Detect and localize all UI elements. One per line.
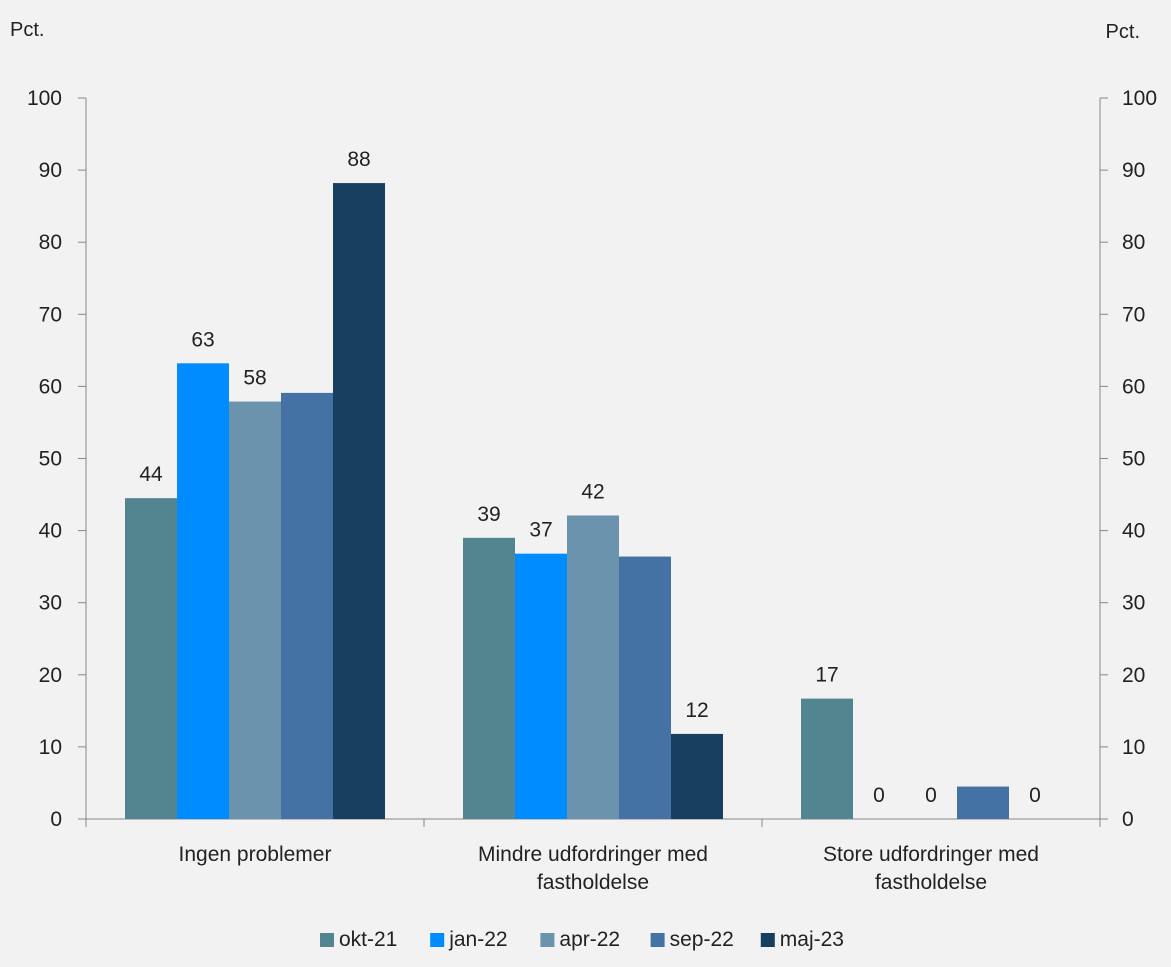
bars-layer: [125, 183, 1009, 819]
x-category-label: fastholdelse: [875, 871, 987, 894]
y-tick-label-left: 80: [39, 231, 62, 254]
data-label: 0: [873, 784, 885, 807]
x-category-label: fastholdelse: [537, 871, 649, 894]
legend-label: apr-22: [559, 928, 620, 951]
y-tick-label-right: 0: [1122, 808, 1134, 831]
bar: [671, 733, 723, 819]
x-category-label: Ingen problemer: [179, 843, 332, 866]
y-tick-label-left: 40: [39, 520, 62, 543]
y-tick-label-left: 60: [39, 375, 62, 398]
y-tick-label-right: 40: [1122, 520, 1145, 543]
y-tick-label-right: 60: [1122, 375, 1145, 398]
bar: [957, 786, 1009, 819]
y-tick-label-right: 90: [1122, 159, 1145, 182]
data-label: 58: [243, 367, 266, 390]
y-tick-label-left: 30: [39, 592, 62, 615]
data-label: 42: [581, 480, 604, 503]
y-tick-label-left: 10: [39, 736, 62, 759]
data-label: 0: [1029, 784, 1041, 807]
y-tick-label-right: 30: [1122, 592, 1145, 615]
y-axis-label-right: Pct.: [1106, 21, 1140, 43]
bar: [463, 537, 515, 819]
legend-swatch: [760, 933, 775, 947]
y-tick-label-right: 20: [1122, 664, 1145, 687]
y-tick-label-left: 70: [39, 303, 62, 326]
legend-swatch: [430, 933, 445, 947]
data-label: 88: [347, 148, 370, 171]
x-category-label: Mindre udfordringer med: [478, 843, 708, 866]
bar: [177, 363, 229, 819]
y-tick-label-left: 90: [39, 159, 62, 182]
legend-swatch: [320, 933, 334, 947]
y-tick-label-left: 20: [39, 664, 62, 687]
x-category-label: Store udfordringer med: [823, 843, 1039, 866]
data-label: 39: [477, 503, 500, 526]
bar: [619, 556, 671, 819]
bar: [281, 392, 333, 819]
y-tick-label-left: 100: [27, 87, 62, 110]
y-tick-label-right: 100: [1122, 87, 1157, 110]
y-tick-label-left: 0: [50, 808, 62, 831]
y-axis-label-left: Pct.: [10, 19, 44, 41]
axes-layer: Pct. Pct. 0 0 10 10 20 20 30 30 40 40 50 50 60 60 70 70 80…: [10, 19, 1157, 894]
data-label: 37: [529, 519, 552, 542]
bar: [333, 183, 385, 819]
data-label: 44: [139, 463, 163, 486]
legend-swatch: [650, 933, 665, 947]
y-tick-label-right: 70: [1122, 303, 1145, 326]
bar: [229, 401, 281, 819]
legend-label: sep-22: [670, 928, 734, 951]
bar: [515, 553, 567, 819]
bar: [567, 515, 619, 819]
data-label: 63: [191, 328, 214, 351]
data-label: 17: [815, 664, 838, 687]
data-label: 12: [685, 699, 708, 722]
bar: [801, 698, 853, 819]
legend-label: maj-23: [780, 928, 844, 951]
y-tick-label-right: 50: [1122, 448, 1145, 471]
legend: okt-21 jan-22 apr-22 sep-22 maj-23: [320, 928, 844, 951]
data-label: 0: [925, 784, 937, 807]
bar: [125, 498, 177, 819]
legend-label: jan-22: [448, 928, 507, 951]
y-tick-label-right: 80: [1122, 231, 1145, 254]
y-tick-label-right: 10: [1122, 736, 1145, 759]
data-labels-layer: 44 39 17 63 37 0 58 42 0 88 12 0: [139, 148, 1041, 807]
legend-label: okt-21: [339, 928, 397, 951]
y-tick-label-left: 50: [39, 448, 62, 471]
legend-swatch: [540, 933, 555, 947]
